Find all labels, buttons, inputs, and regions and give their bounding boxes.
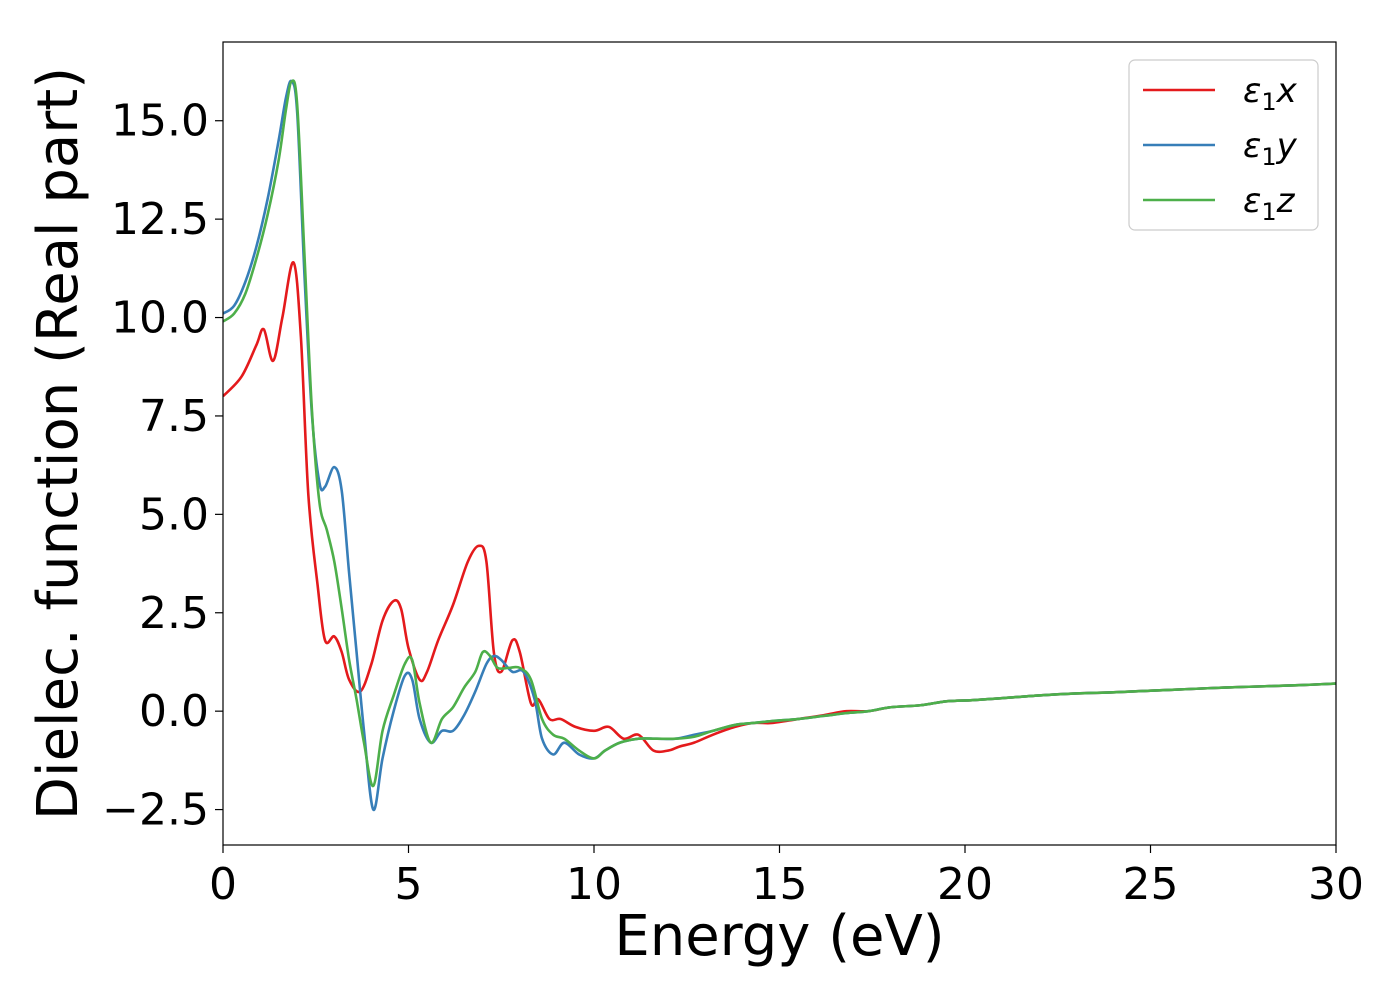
y-tick-label: 0.0 — [139, 686, 209, 737]
y-tick-label: 2.5 — [139, 588, 209, 639]
x-tick-label: 5 — [395, 859, 423, 910]
y-axis-title: Dielec. function (Real part) — [26, 67, 91, 820]
x-tick-label: 15 — [752, 859, 808, 910]
x-tick-label: 30 — [1308, 859, 1364, 910]
y-axis: −2.5 0.0 2.5 5.0 7.5 10.0 12.5 15.0 — [102, 96, 223, 836]
y-tick-label: 10.0 — [111, 293, 209, 344]
x-tick-label: 25 — [1123, 859, 1179, 910]
x-tick-label: 20 — [937, 859, 993, 910]
y-tick-label: 15.0 — [111, 96, 209, 147]
legend: ε1x ε1y ε1z — [1128, 59, 1319, 231]
series-line-z — [223, 79, 1336, 788]
y-tick-label: 5.0 — [139, 489, 209, 540]
y-tick-label: 7.5 — [139, 391, 209, 442]
y-tick-label: 12.5 — [111, 194, 209, 245]
series-line-x — [223, 261, 1336, 754]
x-tick-label: 10 — [566, 859, 622, 910]
legend-label-x: ε1x — [1243, 71, 1298, 116]
legend-label-y: ε1y — [1243, 126, 1298, 171]
x-axis: 0 5 10 15 20 25 30 — [209, 845, 1364, 910]
legend-label-z: ε1z — [1243, 181, 1296, 226]
y-tick-label: −2.5 — [102, 785, 209, 836]
x-tick-label: 0 — [209, 859, 237, 910]
x-axis-title: Energy (eV) — [614, 904, 944, 969]
legend-box — [1128, 59, 1319, 231]
